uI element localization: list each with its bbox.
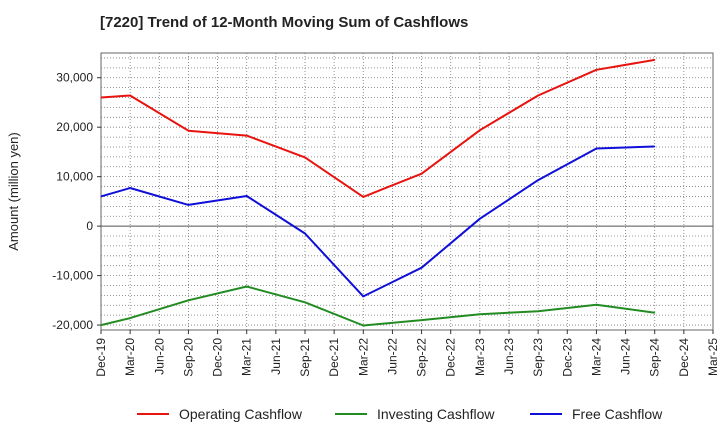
x-tick-label: Dec-22 bbox=[444, 338, 458, 377]
x-tick-label: Mar-21 bbox=[240, 338, 254, 376]
plot-area bbox=[101, 53, 713, 330]
data-point-investing-cashflow bbox=[654, 312, 656, 314]
data-point-investing-cashflow bbox=[362, 325, 364, 327]
data-point-operating-cashflow bbox=[595, 69, 597, 71]
x-tick-label: Dec-19 bbox=[94, 338, 108, 377]
legend-label-operating-cashflow: Operating Cashflow bbox=[179, 406, 303, 422]
data-point-operating-cashflow bbox=[421, 173, 423, 175]
data-point-free-cashflow bbox=[129, 187, 131, 189]
data-point-investing-cashflow bbox=[537, 310, 539, 312]
y-axis-label: Amount (million yen) bbox=[6, 132, 21, 251]
data-point-free-cashflow bbox=[100, 195, 102, 197]
legend-label-free-cashflow: Free Cashflow bbox=[572, 406, 663, 422]
y-tick-label: 10,000 bbox=[56, 170, 93, 184]
x-tick-label: Dec-24 bbox=[677, 338, 691, 377]
x-tick-label: Jun-22 bbox=[385, 338, 399, 375]
data-point-free-cashflow bbox=[304, 233, 306, 235]
data-point-investing-cashflow bbox=[304, 301, 306, 303]
data-point-operating-cashflow bbox=[479, 129, 481, 131]
y-tick-label: 30,000 bbox=[56, 71, 93, 85]
x-tick-label: Mar-20 bbox=[123, 338, 137, 376]
x-tick-label: Jun-21 bbox=[269, 338, 283, 375]
data-point-free-cashflow bbox=[654, 145, 656, 147]
y-tick-label: -20,000 bbox=[52, 318, 93, 332]
data-point-investing-cashflow bbox=[595, 304, 597, 306]
data-point-investing-cashflow bbox=[421, 319, 423, 321]
data-point-investing-cashflow bbox=[246, 285, 248, 287]
y-tick-label: 20,000 bbox=[56, 120, 93, 134]
data-point-investing-cashflow bbox=[479, 313, 481, 315]
data-point-free-cashflow bbox=[246, 195, 248, 197]
x-tick-label: Sep-24 bbox=[648, 338, 662, 377]
data-point-free-cashflow bbox=[595, 147, 597, 149]
x-tick-label: Jun-23 bbox=[502, 338, 516, 375]
y-tick-label: -10,000 bbox=[52, 269, 93, 283]
x-tick-label: Mar-23 bbox=[473, 338, 487, 376]
data-point-operating-cashflow bbox=[362, 196, 364, 198]
x-tick-label: Dec-21 bbox=[327, 338, 341, 377]
chart-title: [7220] Trend of 12-Month Moving Sum of C… bbox=[100, 14, 469, 31]
data-point-operating-cashflow bbox=[100, 97, 102, 99]
x-tick-label: Dec-20 bbox=[211, 338, 225, 377]
data-point-free-cashflow bbox=[537, 179, 539, 181]
data-point-investing-cashflow bbox=[187, 299, 189, 301]
data-point-operating-cashflow bbox=[129, 95, 131, 97]
x-tick-label: Jun-20 bbox=[152, 338, 166, 375]
x-tick-label: Sep-23 bbox=[531, 338, 545, 377]
data-point-free-cashflow bbox=[421, 267, 423, 269]
x-tick-label: Jun-24 bbox=[619, 338, 633, 375]
data-point-operating-cashflow bbox=[187, 130, 189, 132]
x-tick-label: Sep-22 bbox=[415, 338, 429, 377]
data-point-investing-cashflow bbox=[100, 324, 102, 326]
legend-label-investing-cashflow: Investing Cashflow bbox=[377, 406, 495, 422]
x-tick-label: Mar-22 bbox=[356, 338, 370, 376]
data-point-free-cashflow bbox=[479, 218, 481, 220]
data-point-investing-cashflow bbox=[129, 317, 131, 319]
data-point-free-cashflow bbox=[187, 204, 189, 206]
x-tick-label: Sep-21 bbox=[298, 338, 312, 377]
y-tick-label: 0 bbox=[86, 219, 93, 233]
x-tick-label: Dec-23 bbox=[560, 338, 574, 377]
data-point-operating-cashflow bbox=[537, 95, 539, 97]
data-point-operating-cashflow bbox=[246, 135, 248, 137]
x-tick-label: Mar-24 bbox=[589, 338, 603, 376]
data-point-operating-cashflow bbox=[304, 156, 306, 158]
x-tick-label: Mar-25 bbox=[706, 338, 720, 376]
data-point-operating-cashflow bbox=[654, 59, 656, 61]
plot-frame bbox=[100, 52, 714, 331]
x-tick-label: Sep-20 bbox=[181, 338, 195, 377]
data-point-free-cashflow bbox=[362, 295, 364, 297]
